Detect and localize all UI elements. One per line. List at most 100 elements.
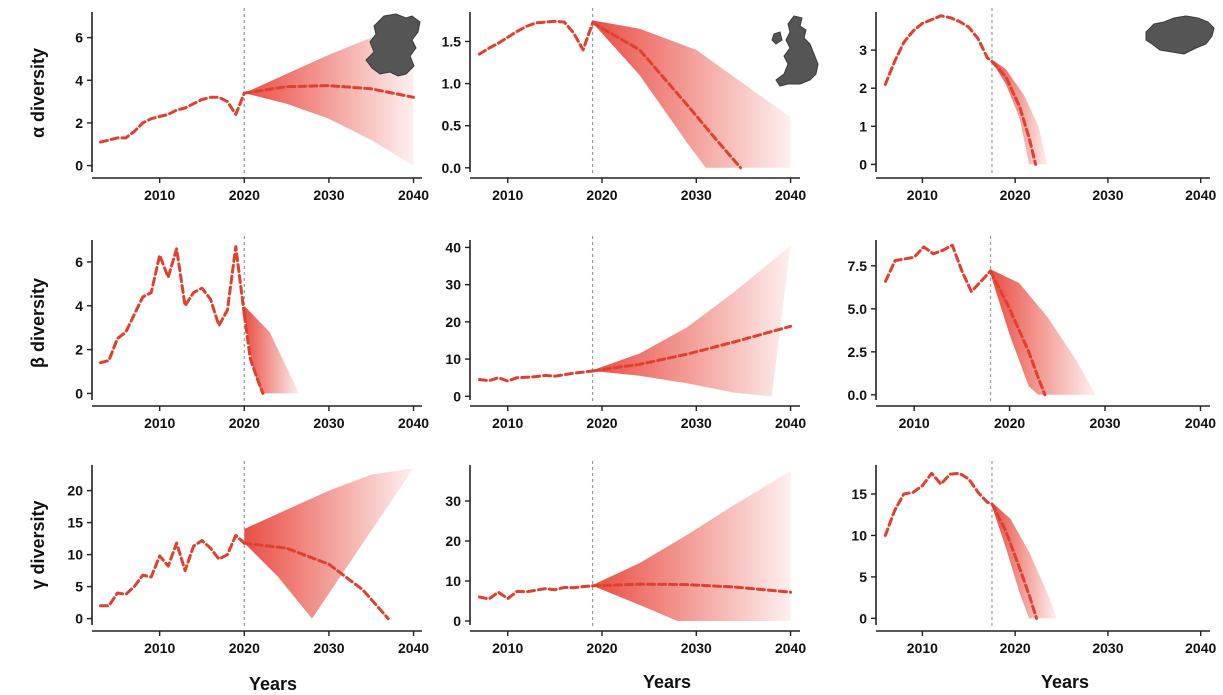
y-tick-label: 2 — [859, 80, 867, 96]
y-tick-label: 2 — [75, 115, 83, 131]
y-tick-label: 0 — [453, 388, 461, 404]
x-tick-label: 2020 — [586, 187, 617, 203]
x-tick-label: 2030 — [313, 640, 344, 656]
y-tick-label: 0 — [859, 156, 867, 172]
y-tick-label: 20 — [445, 314, 461, 330]
forecast-series-line — [990, 502, 1038, 620]
observed-series-line — [477, 584, 595, 601]
y-tick-label: 0.0 — [442, 160, 462, 176]
panel-r2c1: 0 2 4 6 2010 2020 2030 2040 — [75, 236, 429, 431]
y-tick-label: 40 — [445, 239, 461, 255]
x-tick-label: 2020 — [229, 640, 260, 656]
forecast-series-line — [591, 324, 793, 373]
x-tick-label: 2030 — [681, 187, 712, 203]
panel-r1c3: 0 1 2 3 2010 2020 2030 2040 — [859, 8, 1217, 203]
y-tick-label: 5.0 — [848, 301, 868, 317]
row-label-gamma: γ diversity — [28, 500, 48, 589]
x-tick-label: 2020 — [586, 415, 617, 431]
observed-series-line — [884, 243, 992, 294]
observed-series-line — [99, 533, 246, 608]
y-tick-label: 15 — [851, 486, 867, 502]
x-axis-title-col3: Years — [1041, 672, 1089, 692]
y-tick-label: 7.5 — [848, 258, 868, 274]
x-tick-label: 2020 — [994, 415, 1025, 431]
prediction-interval-band — [592, 471, 791, 621]
y-tick-label: 6 — [75, 254, 83, 270]
x-tick-label: 2010 — [492, 415, 523, 431]
y-tick-label: 2 — [75, 342, 83, 358]
x-tick-label: 2010 — [492, 187, 523, 203]
prediction-interval-band — [990, 269, 1096, 395]
row-label-beta: β diversity — [28, 278, 48, 368]
y-tick-label: 20 — [445, 533, 461, 549]
x-tick-label: 2040 — [775, 415, 806, 431]
x-tick-label: 2010 — [144, 640, 175, 656]
y-tick-label: 0 — [75, 385, 83, 401]
x-tick-label: 2030 — [1092, 187, 1123, 203]
y-tick-label: 10 — [445, 573, 461, 589]
x-tick-label: 2040 — [1185, 640, 1216, 656]
observed-series-line — [99, 245, 246, 365]
y-tick-label: 0 — [75, 158, 83, 174]
y-tick-label: 0.0 — [848, 387, 868, 403]
x-tick-label: 2020 — [1000, 187, 1031, 203]
x-tick-label: 2030 — [1089, 415, 1120, 431]
x-tick-label: 2030 — [313, 187, 344, 203]
x-axis-title-col2: Years — [643, 672, 691, 692]
prediction-interval-band — [244, 305, 300, 394]
observed-series-line — [99, 91, 246, 144]
forecast-series-line — [591, 582, 793, 594]
x-tick-label: 2010 — [492, 640, 523, 656]
y-tick-label: 5 — [75, 579, 83, 595]
y-tick-label: 1.0 — [442, 76, 462, 92]
prediction-interval-band — [244, 468, 414, 619]
x-tick-label: 2020 — [1000, 640, 1031, 656]
forecast-series-line — [591, 21, 743, 170]
x-tick-label: 2040 — [398, 640, 429, 656]
x-tick-label: 2020 — [586, 640, 617, 656]
x-tick-label: 2040 — [1185, 187, 1216, 203]
x-tick-label: 2030 — [681, 415, 712, 431]
prediction-interval-band — [992, 502, 1057, 619]
panel-r3c3: 0 5 10 15 2010 2020 2030 2040 — [851, 461, 1217, 656]
prediction-interval-band — [592, 20, 791, 168]
y-tick-label: 10 — [445, 351, 461, 367]
x-tick-label: 2010 — [144, 415, 175, 431]
y-tick-label: 1 — [859, 118, 867, 134]
y-tick-label: 10 — [67, 547, 83, 563]
y-tick-label: 4 — [75, 298, 83, 314]
x-axis-title-col1: Years — [249, 674, 297, 694]
x-tick-label: 2040 — [398, 187, 429, 203]
y-tick-label: 4 — [75, 72, 83, 88]
y-tick-label: 30 — [445, 493, 461, 509]
panel-r3c1: 0 5 10 15 20 2010 2020 2030 2040 — [67, 461, 429, 656]
panel-r1c1: 0 2 4 6 2010 2020 2030 2040 — [75, 8, 429, 203]
y-tick-label: 0 — [859, 610, 867, 626]
forecast-series-line — [990, 60, 1038, 166]
x-tick-label: 2040 — [1185, 415, 1216, 431]
hungary-map-icon — [1145, 15, 1215, 55]
panel-r2c3: 0.0 2.5 5.0 7.5 2010 2020 2030 2040 — [848, 236, 1216, 431]
y-tick-label: 0 — [75, 611, 83, 627]
x-tick-label: 2030 — [313, 415, 344, 431]
forecast-series-line — [989, 269, 1047, 397]
y-tick-label: 3 — [859, 42, 867, 58]
forecast-series-line — [242, 313, 265, 395]
x-tick-label: 2010 — [144, 187, 175, 203]
y-tick-label: 20 — [67, 483, 83, 499]
observed-series-line — [883, 471, 994, 537]
x-tick-label: 2030 — [681, 640, 712, 656]
x-tick-label: 2010 — [907, 640, 938, 656]
x-tick-label: 2020 — [229, 187, 260, 203]
observed-series-line — [477, 19, 595, 56]
y-tick-label: 10 — [851, 527, 867, 543]
y-tick-label: 15 — [67, 515, 83, 531]
forecast-series-line — [242, 84, 415, 99]
netherlands-map-icon — [365, 13, 421, 77]
x-tick-label: 2040 — [775, 640, 806, 656]
united-kingdom-map-icon — [771, 15, 819, 87]
